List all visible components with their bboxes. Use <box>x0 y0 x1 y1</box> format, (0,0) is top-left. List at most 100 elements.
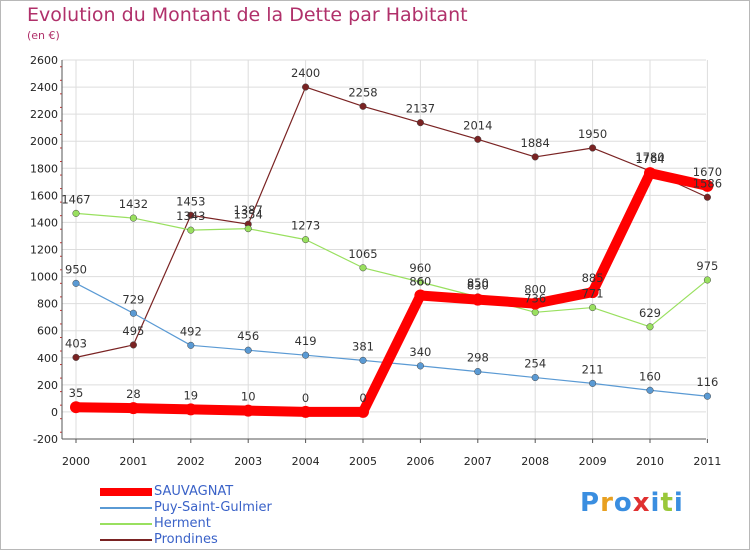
x-tick-label: 2011 <box>693 455 721 468</box>
data-label-puy-saint-gulmier: 419 <box>295 334 317 348</box>
data-label-sauvagnat: 885 <box>582 271 604 285</box>
data-point-puy-saint-gulmier <box>416 362 424 370</box>
y-tick-label: 400 <box>37 352 58 365</box>
x-tick-label: 2008 <box>521 455 549 468</box>
data-point-puy-saint-gulmier <box>244 346 252 354</box>
data-label-puy-saint-gulmier: 211 <box>582 362 604 376</box>
logo-letter: o <box>613 488 633 518</box>
data-label-prondines: 403 <box>65 336 87 350</box>
y-tick-labels: -200 0 200 400 600 800 1000 1200 1400 1600 1800 200… <box>30 54 58 446</box>
data-point-puy-saint-gulmier <box>129 309 137 317</box>
data-point-prondines <box>589 144 597 152</box>
data-label-herment: 771 <box>582 287 604 301</box>
y-tick-label: 0 <box>51 406 58 419</box>
data-point-puy-saint-gulmier <box>187 341 195 349</box>
data-point-prondines <box>474 135 482 143</box>
legend-label: SAUVAGNAT <box>154 484 234 499</box>
logo-letter: P <box>580 488 601 518</box>
x-tick-label: 2005 <box>349 455 377 468</box>
data-label-puy-saint-gulmier: 729 <box>122 292 144 306</box>
data-point-herment <box>302 236 310 244</box>
data-point-herment <box>703 276 711 284</box>
data-label-herment: 1065 <box>348 247 377 261</box>
data-label-prondines: 1453 <box>176 194 205 208</box>
data-label-herment: 960 <box>409 261 431 275</box>
data-point-prondines <box>703 193 711 201</box>
legend-label: Puy-Saint-Gulmier <box>154 500 272 515</box>
data-point-puy-saint-gulmier <box>72 279 80 287</box>
data-label-puy-saint-gulmier: 492 <box>180 324 202 338</box>
y-tick-label: 1800 <box>30 162 58 175</box>
y-tick-label: 1400 <box>30 216 58 229</box>
data-label-sauvagnat: 1670 <box>693 165 722 179</box>
data-point-herment <box>72 209 80 217</box>
logo-letter: i <box>673 488 684 518</box>
x-tick-label: 2001 <box>119 455 147 468</box>
data-label-herment: 1354 <box>234 208 263 222</box>
data-label-sauvagnat: 0 <box>302 391 309 405</box>
data-label-puy-saint-gulmier: 950 <box>65 262 87 276</box>
series-line-sauvagnat <box>71 168 713 417</box>
data-point-prondines <box>359 102 367 110</box>
data-point-puy-saint-gulmier <box>646 386 654 394</box>
series-line-puy-saint-gulmier <box>75 282 709 397</box>
data-label-prondines: 2137 <box>406 102 435 116</box>
x-tick-labels: 2000 2001 2002 2003 2004 2005 2006 2007 2008 2009… <box>62 455 721 468</box>
data-label-sauvagnat: 19 <box>183 388 198 402</box>
data-point-prondines <box>302 83 310 91</box>
data-point-herment <box>589 304 597 312</box>
axes <box>60 60 708 443</box>
data-point-puy-saint-gulmier <box>589 379 597 387</box>
data-point-sauvagnat <box>644 167 656 180</box>
data-point-sauvagnat <box>529 297 542 310</box>
series-line-herment <box>75 212 709 328</box>
data-label-puy-saint-gulmier: 340 <box>409 345 431 359</box>
data-labels: 403 495 1453 1387 2400 2258 2137 2014 1884 1950 17… <box>61 66 722 405</box>
data-point-herment <box>416 278 424 286</box>
data-point-sauvagnat <box>127 402 140 415</box>
x-tick-label: 2003 <box>234 455 262 468</box>
data-point-prondines <box>129 341 137 349</box>
chart-subtitle: (en €) <box>27 29 60 42</box>
data-label-prondines: 2258 <box>348 85 377 99</box>
data-point-sauvagnat <box>414 289 427 302</box>
proxiti-logo: Proxiti <box>580 488 684 518</box>
legend-swatch <box>100 523 152 525</box>
data-point-puy-saint-gulmier <box>474 368 482 376</box>
legend-label: Prondines <box>154 532 218 547</box>
data-label-sauvagnat: 830 <box>467 279 489 293</box>
data-point-herment <box>359 264 367 272</box>
series-lines <box>70 83 714 418</box>
y-tick-label: 2000 <box>30 135 58 148</box>
data-label-prondines: 1884 <box>521 136 550 150</box>
data-point-prondines <box>416 119 424 127</box>
data-label-puy-saint-gulmier: 116 <box>696 375 718 389</box>
logo-letter: i <box>650 488 661 518</box>
series-line-prondines <box>75 86 709 358</box>
data-point-prondines <box>72 353 80 361</box>
data-label-sauvagnat: 0 <box>359 391 366 405</box>
data-point-sauvagnat <box>184 403 197 416</box>
y-tick-label: 2600 <box>30 54 58 67</box>
y-tick-label: 1000 <box>30 271 58 284</box>
data-point-sauvagnat <box>357 405 369 418</box>
data-point-herment <box>244 225 252 233</box>
data-point-herment <box>129 214 137 222</box>
y-tick-label: 600 <box>37 325 58 338</box>
data-label-herment: 629 <box>639 306 661 320</box>
data-label-herment: 1467 <box>61 192 90 206</box>
data-point-puy-saint-gulmier <box>531 373 539 382</box>
data-label-sauvagnat: 28 <box>126 387 141 401</box>
data-label-herment: 850 <box>467 276 489 290</box>
y-tick-label: 2200 <box>30 108 58 121</box>
legend-swatch <box>100 507 152 509</box>
x-tick-label: 2002 <box>177 455 205 468</box>
data-label-puy-saint-gulmier: 381 <box>352 339 374 353</box>
data-label-sauvagnat: 800 <box>524 283 546 297</box>
data-point-sauvagnat <box>242 404 255 417</box>
data-label-puy-saint-gulmier: 456 <box>237 329 259 343</box>
data-point-herment <box>187 226 195 234</box>
data-label-prondines: 1586 <box>693 176 722 190</box>
data-point-prondines <box>187 211 195 219</box>
